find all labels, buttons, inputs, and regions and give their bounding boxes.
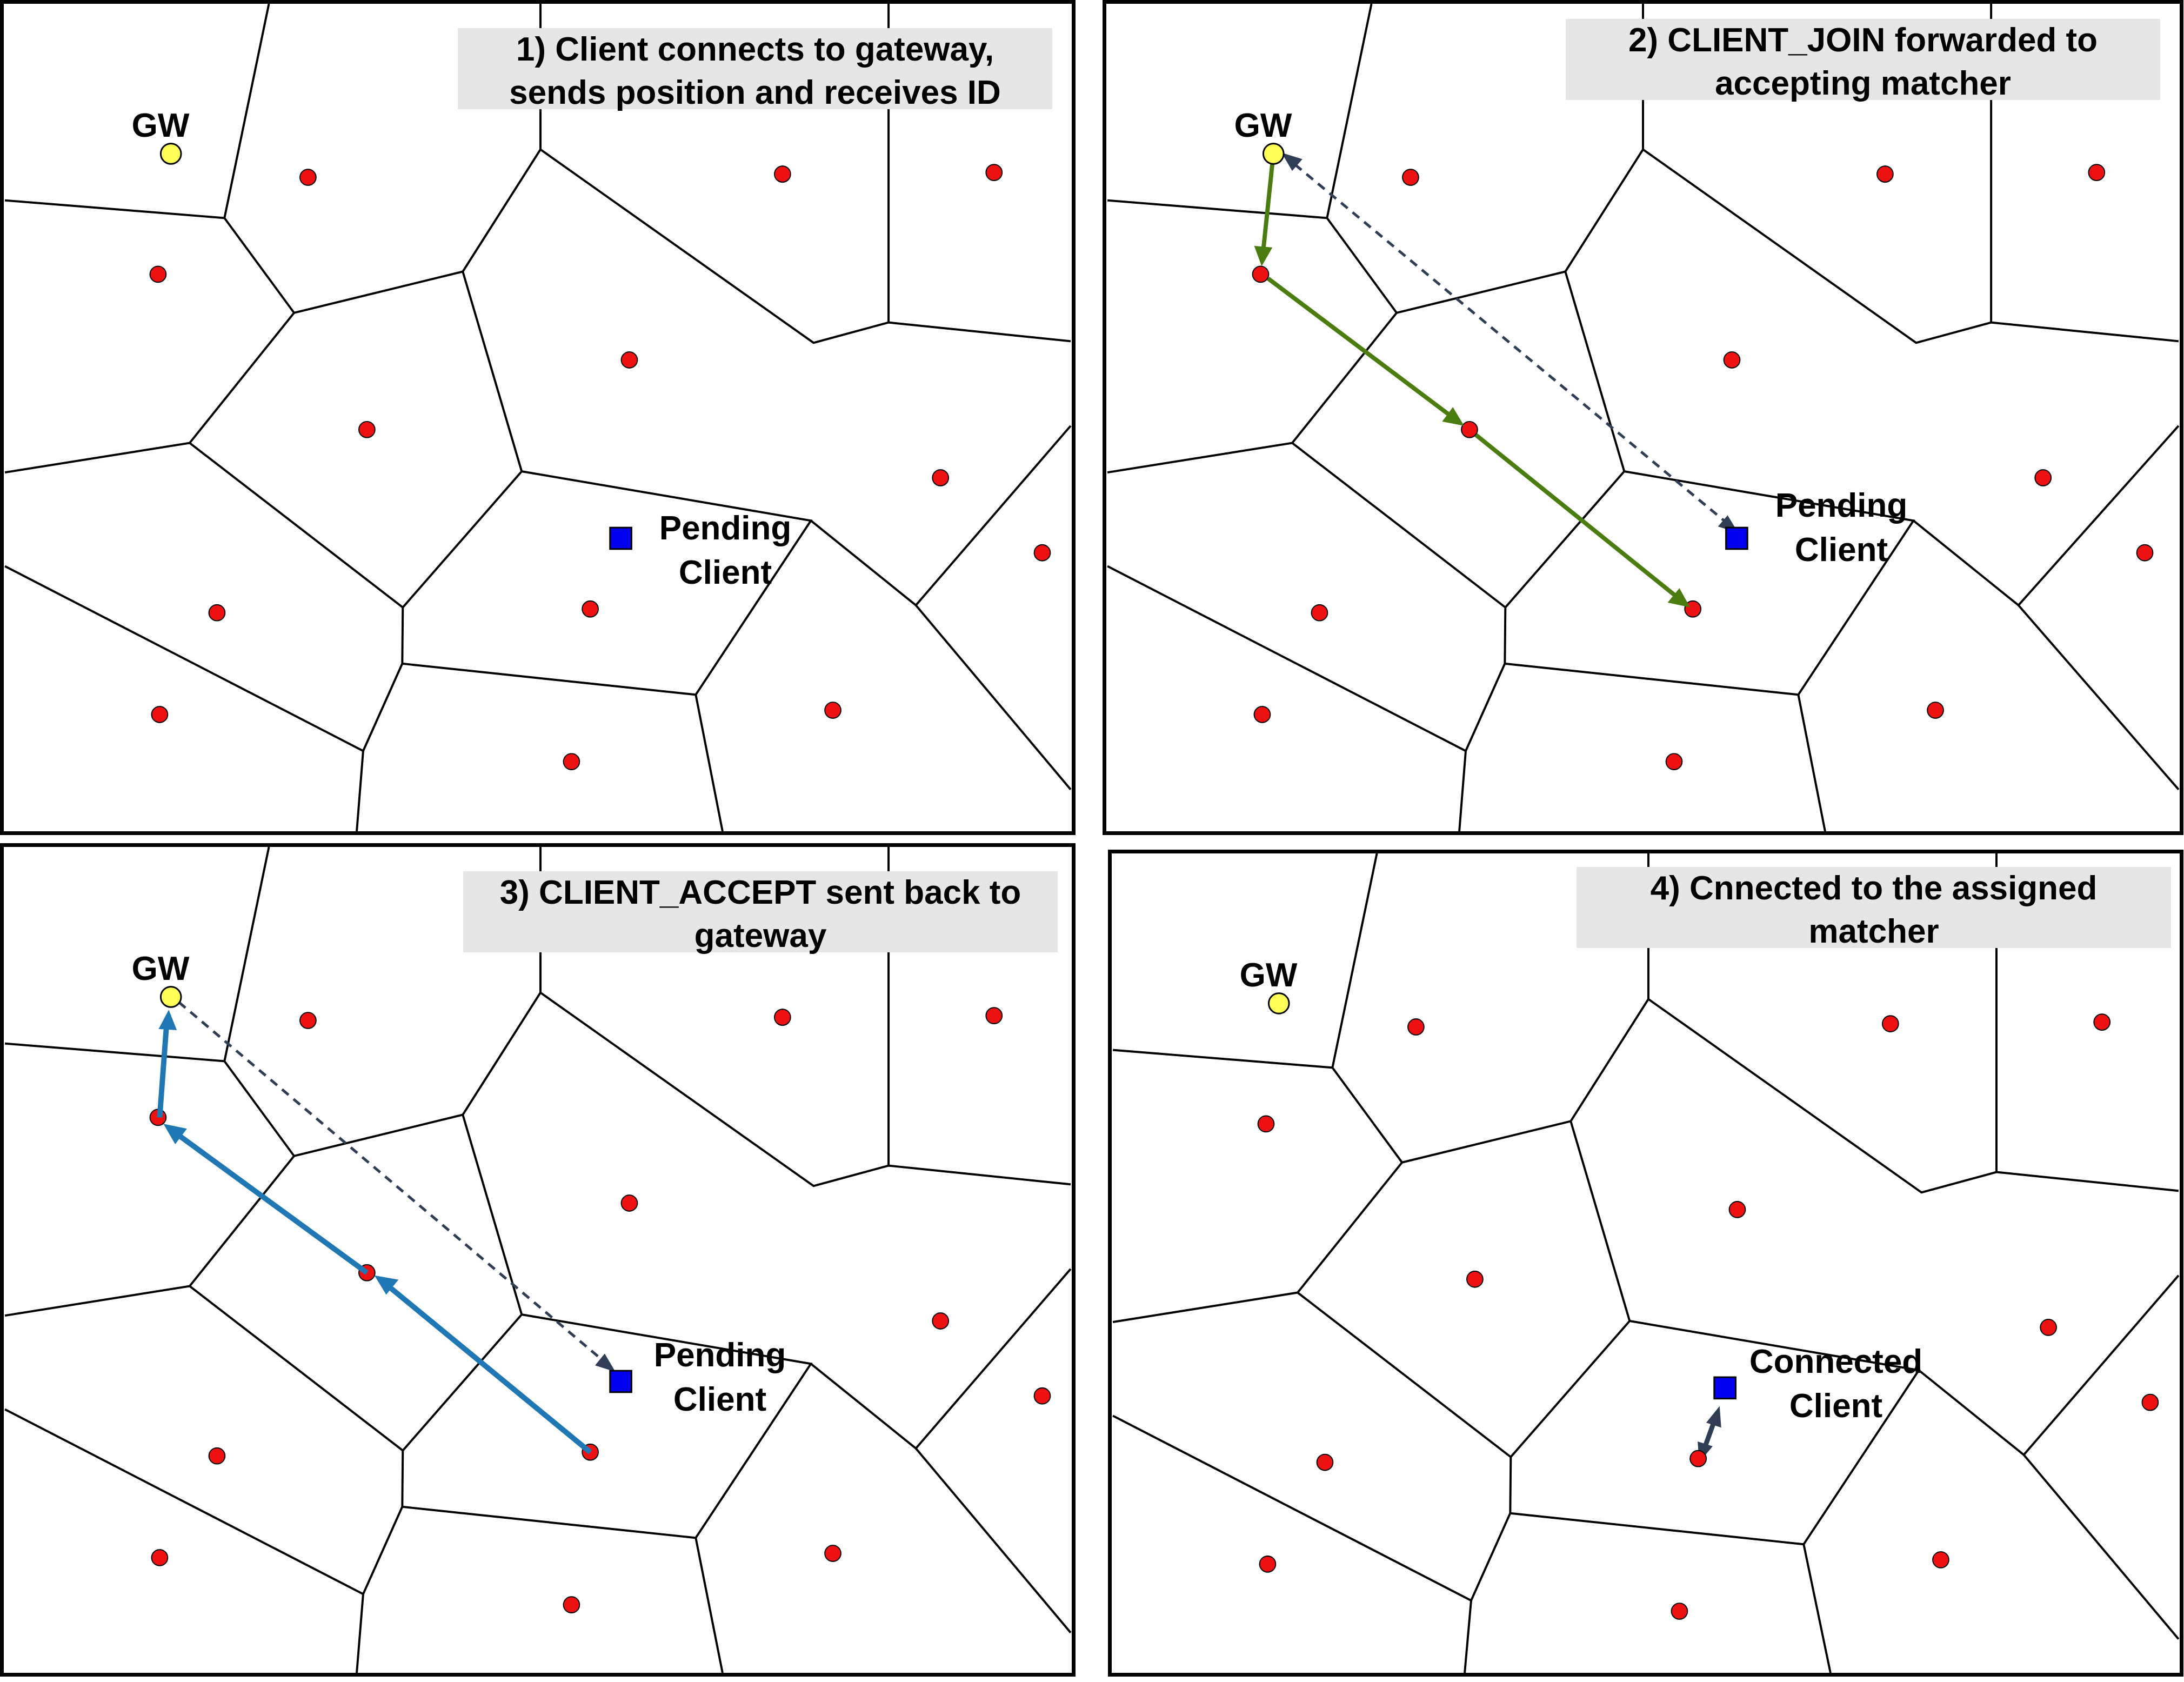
- accept-arrowhead: [374, 1275, 399, 1295]
- matcher-site: [1033, 1387, 1051, 1405]
- join-arrowhead: [1442, 407, 1465, 426]
- client-label: Pending Client: [659, 510, 792, 591]
- matcher-site: [1876, 165, 1894, 183]
- step-caption: 4) Cnnected to the assigned matcher: [1577, 867, 2171, 950]
- client-accept-path: [157, 1023, 592, 1454]
- matcher-site: [1259, 1556, 1277, 1573]
- matcher-site: [774, 165, 791, 183]
- matcher-site: [1257, 1115, 1275, 1133]
- client-label: Connected Client: [1749, 1343, 1923, 1425]
- dashed-link-arrow: [1294, 163, 1727, 524]
- matcher-site: [151, 706, 169, 723]
- panel-4: 4) Cnnected to the assigned matcher GW C…: [1108, 850, 2183, 1677]
- voronoi-diagram: [4, 4, 1072, 831]
- matcher-site: [1407, 1018, 1425, 1036]
- matcher-sites: [1252, 164, 2154, 771]
- accept-arrowhead: [163, 1124, 187, 1144]
- matcher-site: [1466, 1270, 1484, 1288]
- client-join-path: [1261, 163, 1679, 599]
- matcher-site: [1728, 1201, 1746, 1218]
- matcher-site: [358, 420, 376, 438]
- matcher-site: [299, 1012, 317, 1029]
- gateway-node: [1262, 143, 1285, 165]
- matcher-site: [208, 1447, 226, 1465]
- panel-3: 3) CLIENT_ACCEPT sent back to gateway GW…: [0, 843, 1076, 1677]
- panel-1: 1) Client connects to gateway, sends pos…: [0, 0, 1076, 835]
- dashed-link-arrow: [178, 1001, 605, 1363]
- matcher-site: [2040, 1319, 2057, 1336]
- client-label: Pending Client: [653, 1337, 786, 1418]
- assigned-matcher: [1689, 1450, 1707, 1467]
- connection-arrow: [1702, 1420, 1717, 1449]
- client-square: [1725, 526, 1748, 550]
- matcher-site: [582, 600, 599, 618]
- panel-2: 2) CLIENT_JOIN forwarded to accepting ma…: [1103, 0, 2183, 835]
- join-arrowhead: [1667, 588, 1691, 608]
- matcher-site: [1311, 604, 1328, 622]
- voronoi-edges: [1107, 4, 2180, 831]
- dashed-arrowhead: [595, 1353, 616, 1372]
- matcher-site: [985, 164, 1003, 182]
- voronoi-edges: [4, 847, 1072, 1673]
- matcher-site: [1033, 544, 1051, 562]
- matcher-site: [2136, 544, 2154, 562]
- matcher-site: [563, 753, 580, 771]
- gateway-label: GW: [131, 107, 190, 144]
- matcher-site: [1665, 753, 1683, 771]
- gateway-label: GW: [1239, 957, 1298, 994]
- matcher-site: [299, 169, 317, 186]
- matcher-site: [2141, 1393, 2159, 1411]
- matcher-site: [208, 604, 226, 622]
- matcher-site: [1316, 1453, 1334, 1471]
- matcher-site: [932, 1312, 950, 1330]
- client-square: [1713, 1376, 1736, 1400]
- matcher-site: [149, 265, 167, 283]
- voronoi-diagram: [1112, 853, 2180, 1673]
- matcher-site: [563, 1596, 580, 1614]
- matcher-site: [620, 351, 638, 369]
- matcher-site: [620, 1194, 638, 1212]
- matcher-site: [824, 702, 841, 719]
- gateway-node: [159, 986, 182, 1008]
- matcher-site: [2034, 469, 2052, 486]
- join-arrowhead: [1254, 245, 1273, 266]
- matcher-site: [1402, 169, 1419, 186]
- matcher-site: [2088, 164, 2106, 182]
- accept-arrowhead: [158, 1010, 177, 1030]
- gateway-node: [159, 143, 182, 165]
- matcher-site: [1252, 265, 1270, 283]
- matcher-site: [1684, 600, 1702, 618]
- matcher-site: [1881, 1015, 1899, 1032]
- matcher-site: [1671, 1603, 1688, 1620]
- gateway-label: GW: [1234, 107, 1292, 144]
- step-caption: 2) CLIENT_JOIN forwarded to accepting ma…: [1566, 19, 2160, 102]
- voronoi-edges: [1112, 853, 2180, 1673]
- matcher-site: [1932, 1551, 1949, 1568]
- gateway-label: GW: [131, 950, 190, 987]
- matcher-site: [1461, 420, 1478, 438]
- matcher-sites: [149, 1007, 1051, 1614]
- client-square: [609, 526, 632, 550]
- voronoi-edges: [4, 4, 1072, 831]
- voronoi-diagram: [4, 847, 1072, 1673]
- matcher-site: [824, 1545, 841, 1562]
- gateway-node: [1267, 992, 1290, 1014]
- matcher-site: [1723, 351, 1741, 369]
- matcher-site: [773, 1009, 791, 1026]
- client-square: [609, 1370, 632, 1393]
- matcher-sites: [149, 164, 1051, 771]
- matcher-sites: [1257, 1013, 2159, 1620]
- matcher-site: [151, 1549, 169, 1566]
- dashed-arrowhead: [1281, 152, 1303, 171]
- client-label: Pending Client: [1775, 487, 1908, 569]
- connection-arrowhead: [1706, 1406, 1721, 1428]
- matcher-site: [1253, 706, 1271, 723]
- voronoi-diagram: [1107, 4, 2180, 831]
- matcher-site: [2093, 1013, 2111, 1031]
- step-caption: 3) CLIENT_ACCEPT sent back to gateway: [463, 871, 1058, 955]
- step-caption: 1) Client connects to gateway, sends pos…: [458, 28, 1052, 111]
- matcher-site: [985, 1007, 1003, 1024]
- matcher-site: [1927, 702, 1944, 719]
- matcher-site: [932, 469, 950, 486]
